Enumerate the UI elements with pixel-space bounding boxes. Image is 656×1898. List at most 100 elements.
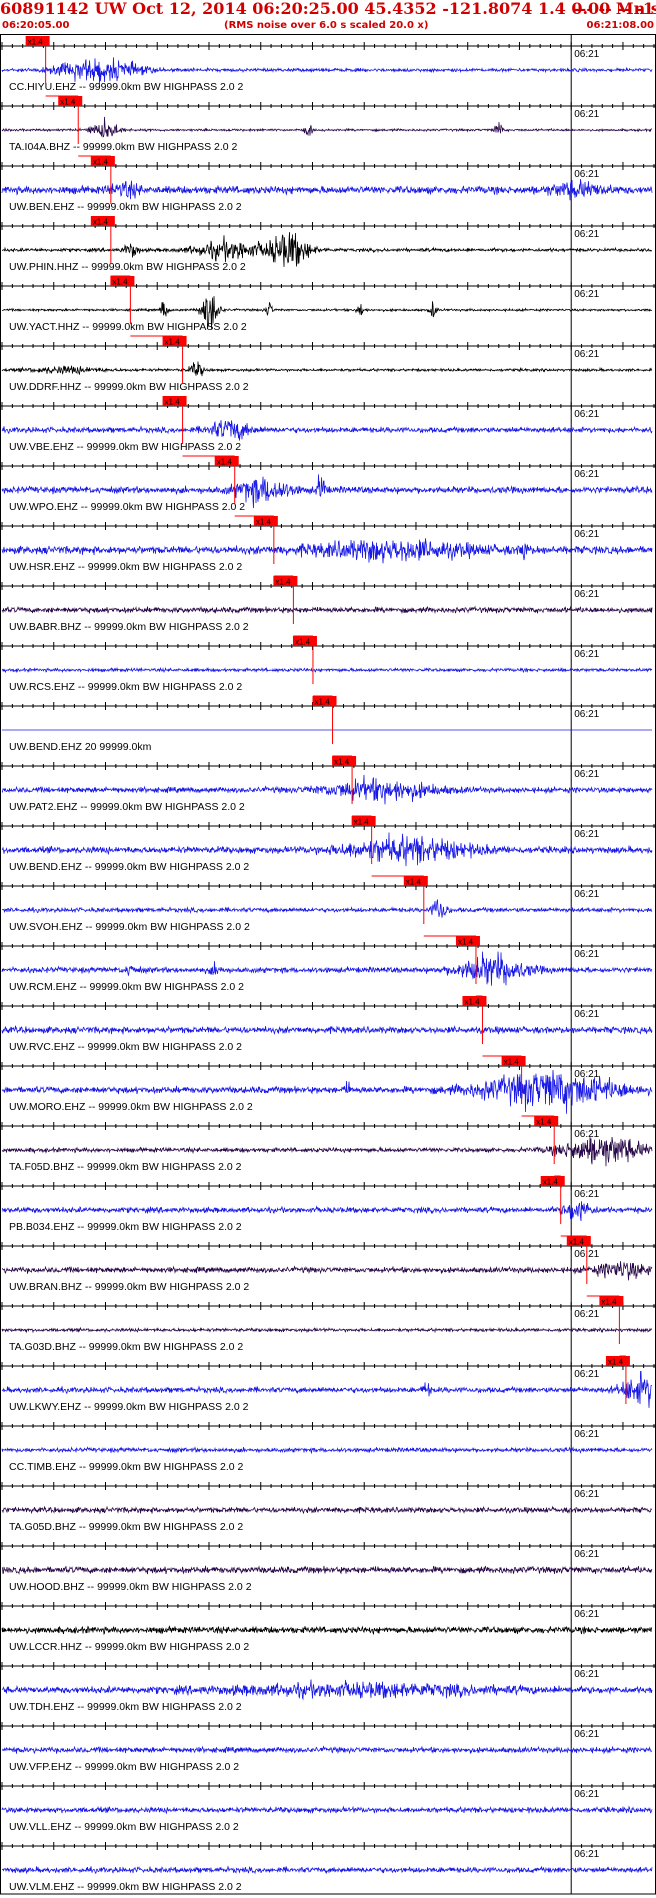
pick-marker: x1.4	[253, 516, 278, 564]
pick-box	[253, 516, 278, 526]
minute-label: 06:21	[574, 49, 599, 60]
station-label: CC.TIMB.EHZ -- 99999.0km BW HIGHPASS 2.0…	[9, 1461, 244, 1473]
waveform	[1, 1805, 653, 1815]
plot-frame	[0, 34, 656, 1895]
pick-box	[312, 696, 337, 706]
waveform	[1, 1679, 653, 1701]
station-label: PB.B034.EHZ -- 99999.0km BW HIGHPASS 2.0…	[9, 1221, 242, 1233]
event-title: 60891142 UW Oct 12, 2014 06:20:25.00 45.…	[0, 0, 656, 18]
waveform	[1, 951, 653, 986]
station-label: UW.HOOD.BHZ -- 99999.0km BW HIGHPASS 2.0…	[9, 1581, 252, 1593]
waveform	[1, 1565, 653, 1575]
waveform	[1, 57, 653, 85]
station-label: UW.BABR.BHZ -- 99999.0km BW HIGHPASS 2.0…	[9, 621, 249, 633]
station-label: UW.BEND.EHZ -- 99999.0km BW HIGHPASS 2.0…	[9, 861, 249, 873]
pick-label: x1.4	[464, 998, 480, 1007]
trace-row: 06:21 TA.G03D.BHZ -- 99999.0km BW HIGHPAS…	[0, 1296, 656, 1353]
station-label: TA.F05D.BHZ -- 99999.0km BW HIGHPASS 2.0…	[9, 1161, 242, 1173]
waveform	[1, 538, 653, 564]
trace-row: 06:21 UW.BEND.EHZ -- 99999.0km BW HIGHPAS…	[0, 816, 656, 873]
waveform	[1, 1261, 653, 1281]
pick-marker: x1.4	[25, 36, 50, 84]
station-label: UW.BEN.EHZ -- 99999.0km BW HIGHPASS 2.0 …	[9, 201, 242, 213]
pick-box	[501, 1056, 526, 1066]
trace-row: 06:21 TA.F05D.BHZ -- 99999.0km BW HIGHPAS…	[0, 1116, 656, 1173]
minute-label: 06:21	[574, 889, 599, 900]
pick-marker: x1.4	[90, 156, 115, 204]
pick-box	[534, 1116, 559, 1126]
pick-marker: x1.4	[540, 1176, 565, 1224]
trace-row: 06:21 UW.TDH.EHZ -- 99999.0km BW HIGHPASS…	[0, 1662, 656, 1713]
start-time-label: 06:20:05.00	[2, 20, 70, 31]
trace-row: 06:21 UW.BEND.EHZ 20 99999.0km x1.4	[0, 696, 656, 753]
pick-label: x1.4	[354, 818, 370, 827]
trace-row: 06:21 UW.HOOD.BHZ -- 99999.0km BW HIGHPAS…	[0, 1542, 656, 1593]
pick-box	[455, 936, 480, 946]
station-label: UW.VLL.EHZ -- 99999.0km BW HIGHPASS 2.0 …	[9, 1821, 239, 1833]
station-label: UW.LKWY.EHZ -- 99999.0km BW HIGHPASS 2.0…	[9, 1401, 249, 1413]
minute-label: 06:21	[574, 769, 599, 780]
trace-row: 06:21 UW.VLL.EHZ -- 99999.0km BW HIGHPASS…	[0, 1782, 656, 1833]
pick-label: x1.4	[93, 218, 109, 227]
waveform	[1, 774, 653, 805]
waveform	[1, 1069, 653, 1114]
waveform	[1, 832, 653, 867]
station-label: UW.RCS.EHZ -- 99999.0km BW HIGHPASS 2.0 …	[9, 681, 242, 693]
trace-row: 06:21 CC.TIMB.EHZ -- 99999.0km BW HIGHPAS…	[0, 1422, 656, 1473]
station-label: UW.WPO.EHZ -- 99999.0km BW HIGHPASS 2.0 …	[9, 501, 245, 513]
minute-label: 06:21	[574, 409, 599, 420]
seismogram-plot: 06:21 CC.HIYU.EHZ -- 99999.0km BW HIGHPAS…	[0, 34, 656, 1895]
pick-marker: x1.4	[214, 456, 239, 504]
pick-label: x1.4	[28, 38, 44, 47]
waveform	[1, 666, 653, 674]
pick-box	[58, 96, 83, 106]
pick-marker: x1.4	[534, 1116, 559, 1164]
pick-label: x1.4	[543, 1178, 559, 1187]
trace-row: 06:21 UW.VLM.EHZ -- 99999.0km BW HIGHPASS…	[0, 1842, 656, 1893]
event-title-suffix: --- -- -- -1	[573, 0, 654, 18]
trace-row: 06:21 UW.RCM.EHZ -- 99999.0km BW HIGHPASS…	[0, 936, 656, 993]
minute-label: 06:21	[574, 1369, 599, 1380]
waveform	[1, 899, 653, 918]
waveform	[1, 1370, 653, 1408]
trace-row: 06:21 UW.RVC.EHZ -- 99999.0km BW HIGHPASS…	[0, 996, 656, 1053]
pick-marker: x1.4	[403, 876, 428, 924]
minute-label: 06:21	[574, 469, 599, 480]
trace-row: 06:21 UW.VBE.EHZ -- 99999.0km BW HIGHPASS…	[0, 396, 656, 453]
minute-label: 06:21	[574, 829, 599, 840]
end-time-label: 06:21:08.00	[586, 20, 654, 31]
pick-marker: x1.4	[110, 276, 135, 324]
pick-label: x1.4	[295, 638, 311, 647]
station-label: UW.HSR.EHZ -- 99999.0km BW HIGHPASS 2.0 …	[9, 561, 242, 573]
pick-box	[605, 1356, 630, 1366]
waveform	[1, 605, 653, 615]
station-label: UW.PAT2.EHZ -- 99999.0km BW HIGHPASS 2.0…	[9, 801, 245, 813]
minute-label: 06:21	[574, 109, 599, 120]
pick-box	[90, 216, 115, 226]
minute-label: 06:21	[574, 1309, 599, 1320]
minute-label: 06:21	[574, 289, 599, 300]
station-label: UW.PHIN.HHZ -- 99999.0km BW HIGHPASS 2.0…	[9, 261, 246, 273]
waveform	[1, 1025, 653, 1036]
trace-row: 06:21 UW.HSR.EHZ -- 99999.0km BW HIGHPASS…	[0, 516, 656, 573]
pick-box	[599, 1296, 624, 1306]
pick-marker: x1.4	[566, 1236, 591, 1284]
trace-row: 06:21 UW.BEN.EHZ -- 99999.0km BW HIGHPASS…	[0, 156, 656, 213]
station-label: UW.VFP.EHZ -- 99999.0km BW HIGHPASS 2.0 …	[9, 1761, 239, 1773]
minute-label: 06:21	[574, 1189, 599, 1200]
waveform	[1, 232, 653, 267]
minute-label: 06:21	[574, 1429, 599, 1440]
pick-box	[273, 576, 298, 586]
minute-label: 06:21	[574, 229, 599, 240]
station-label: UW.BRAN.BHZ -- 99999.0km BW HIGHPASS 2.0…	[9, 1281, 249, 1293]
minute-label: 06:21	[574, 1669, 599, 1680]
pick-marker: x1.4	[501, 1056, 526, 1104]
minute-label: 06:21	[574, 949, 599, 960]
trace-row: 06:21 TA.G05D.BHZ -- 99999.0km BW HIGHPAS…	[0, 1482, 656, 1533]
trace-row: 06:21 UW.BABR.BHZ -- 99999.0km BW HIGHPAS…	[0, 576, 656, 633]
pick-box	[540, 1176, 565, 1186]
station-label: UW.RVC.EHZ -- 99999.0km BW HIGHPASS 2.0 …	[9, 1041, 242, 1053]
minute-label: 06:21	[574, 169, 599, 180]
station-label: TA.I04A.BHZ -- 99999.0km BW HIGHPASS 2.0…	[9, 141, 238, 153]
pick-label: x1.4	[112, 278, 128, 287]
